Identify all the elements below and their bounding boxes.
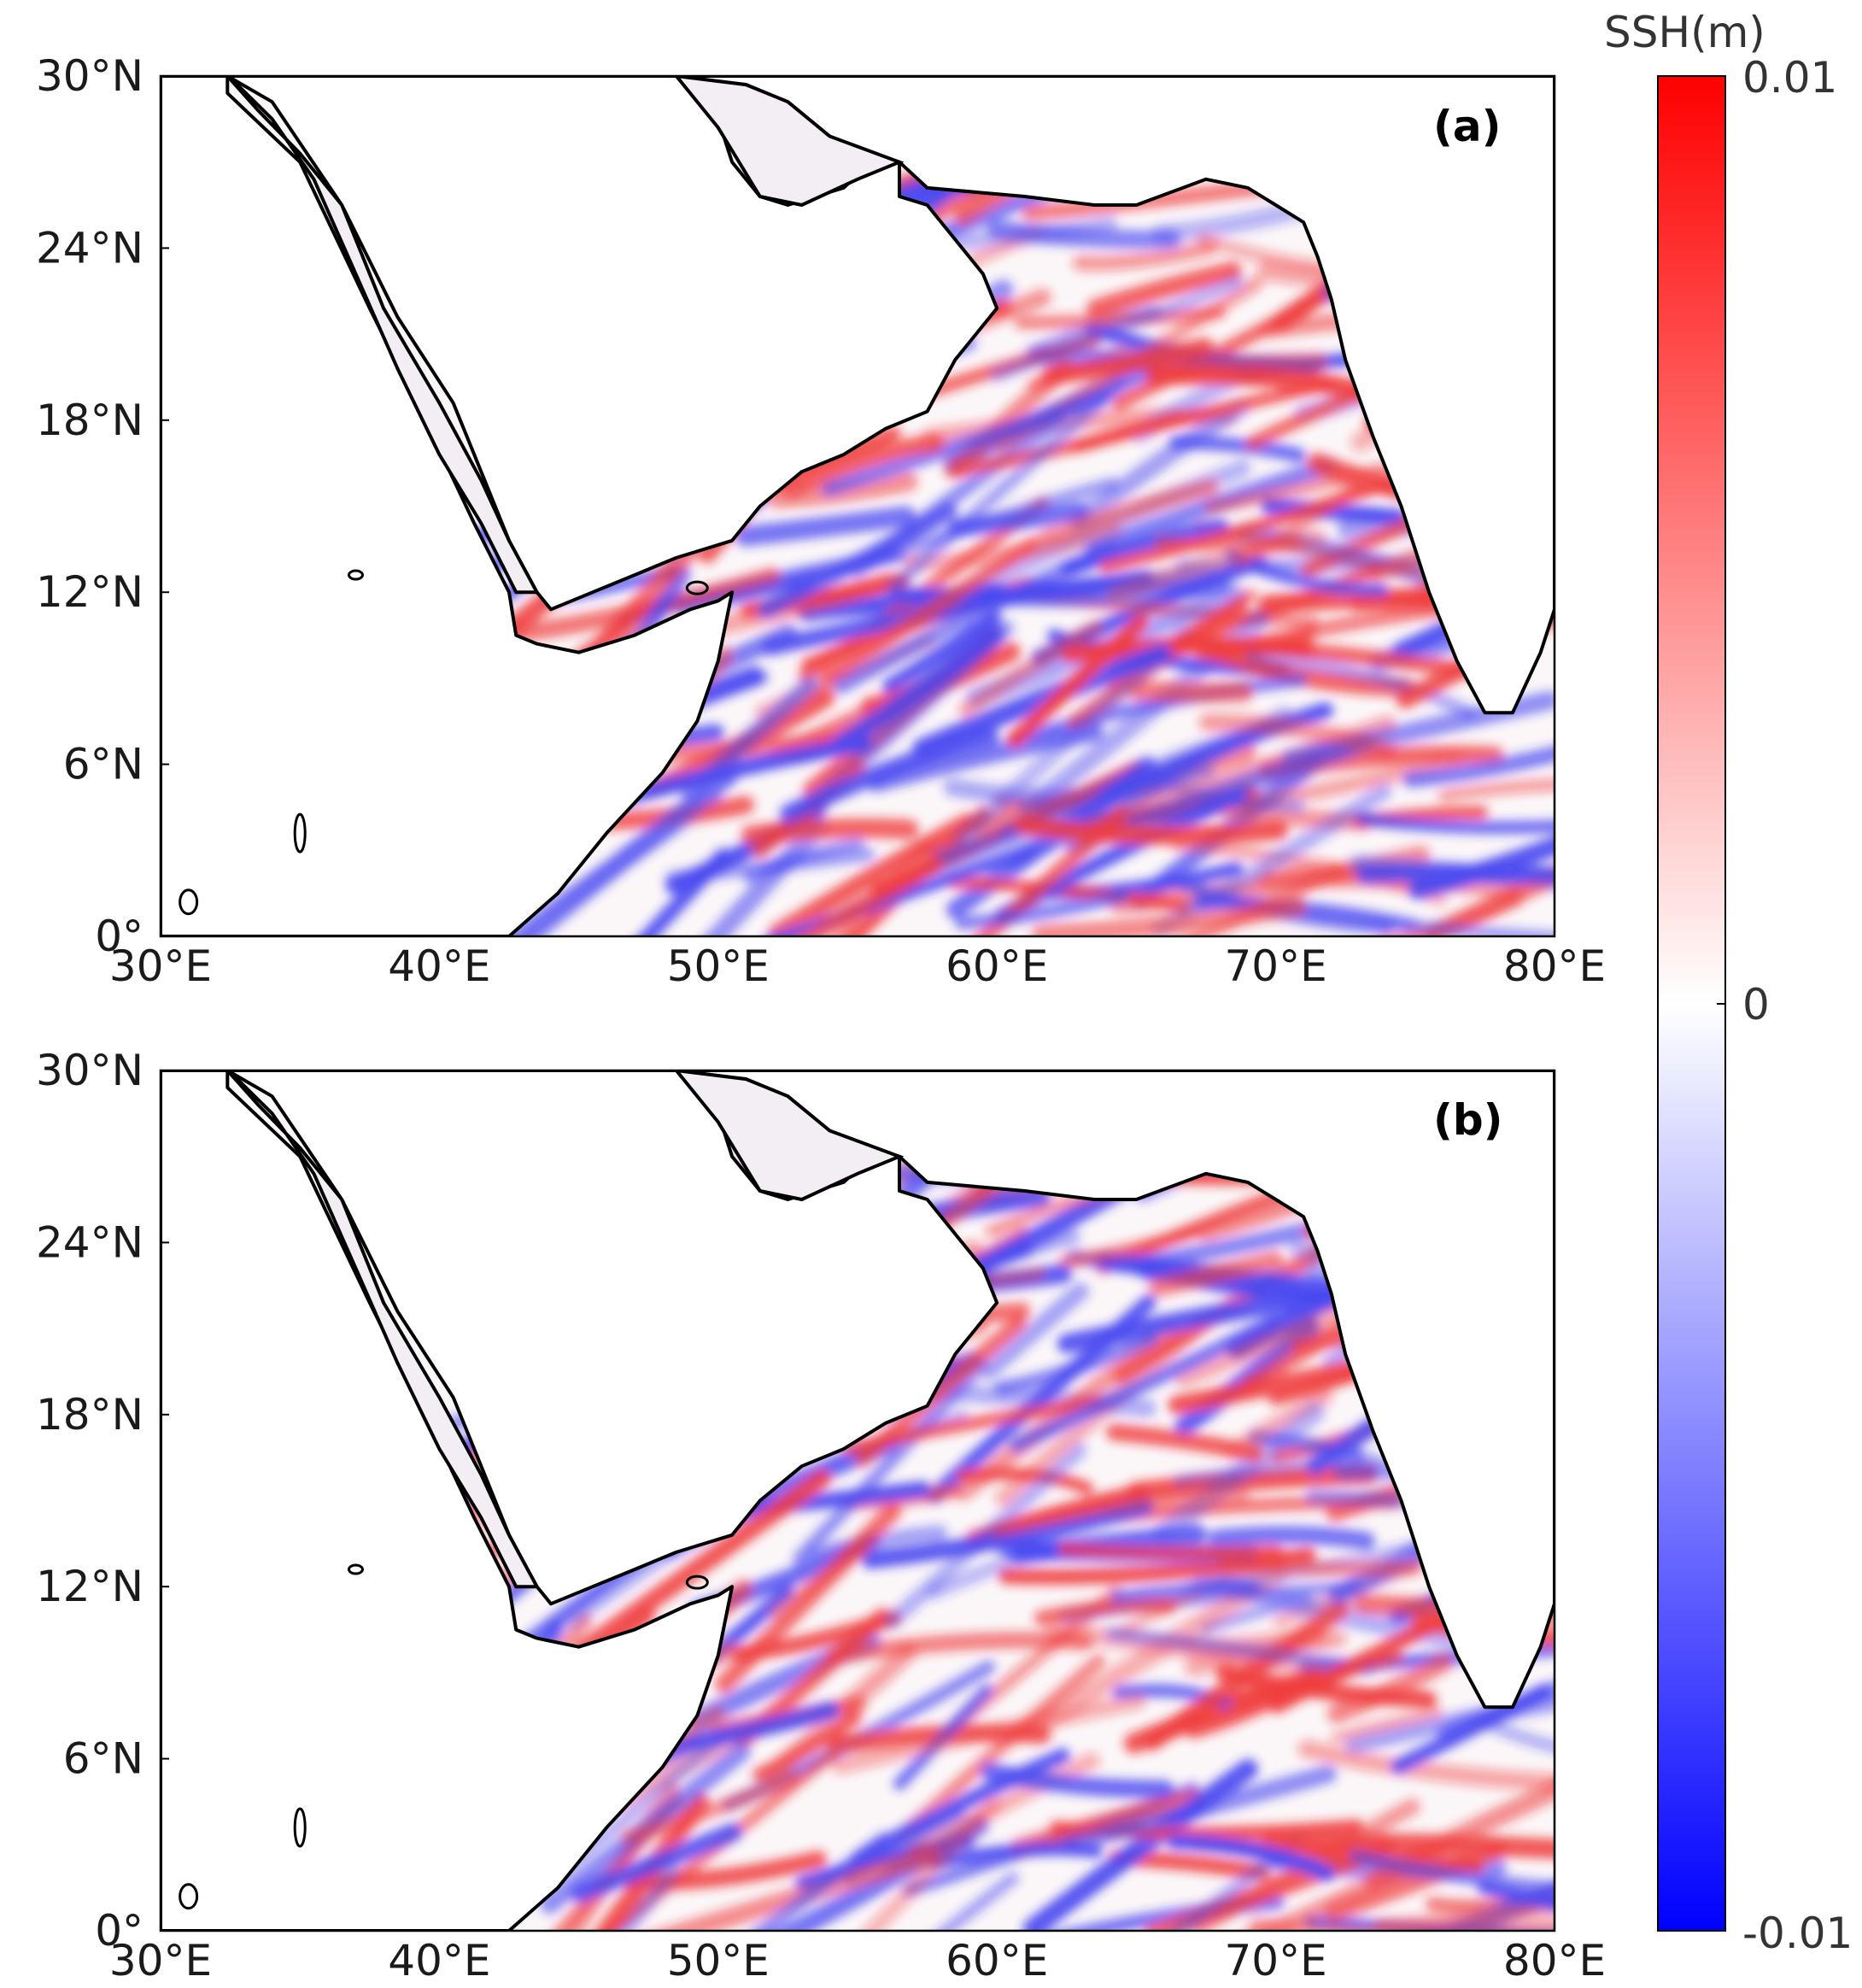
lon-tick-label: 80°E <box>1503 1936 1606 1985</box>
island <box>179 1883 199 1910</box>
panel-a-frame <box>159 74 1556 938</box>
panel-b-lat-ticks: 30°N 24°N 18°N 12°N 6°N 0° <box>36 1046 169 1956</box>
lat-tick-label: 12°N <box>36 1562 143 1611</box>
lon-tick-label: 60°E <box>946 1936 1048 1985</box>
sea-redsea <box>225 76 540 595</box>
lat-tick-label: 0° <box>95 912 143 961</box>
lat-tick-label: 18°N <box>36 396 143 445</box>
panel-b-frame <box>159 1069 1556 1932</box>
lat-tick-label: 0° <box>95 1906 143 1956</box>
sea-gulf <box>674 76 905 208</box>
panel-a-tag: (a) <box>1433 102 1501 151</box>
lat-tick-label: 18°N <box>36 1390 143 1440</box>
island <box>685 1575 709 1590</box>
lon-tick-label: 50°E <box>667 941 770 991</box>
lon-tick-label: 60°E <box>946 941 1048 991</box>
colorbar-ramp <box>1657 75 1726 1932</box>
lon-tick-label: 40°E <box>388 1936 490 1985</box>
lon-tick-label: 30°E <box>109 1936 212 1985</box>
lat-tick-label: 6°N <box>63 1734 143 1784</box>
colorbar-title: SSH(m) <box>1604 8 1765 57</box>
panel-a-lat-ticks: 30°N 24°N 18°N 12°N 6°N 0° <box>36 51 169 961</box>
lat-tick-label: 24°N <box>36 1217 143 1267</box>
colorbar-mid-label: 0 <box>1742 980 1770 1029</box>
lat-tick-label: 12°N <box>36 567 143 617</box>
sea-redsea <box>225 1070 540 1589</box>
lon-tick-label: 40°E <box>388 941 490 991</box>
lat-tick-label: 30°N <box>36 51 143 101</box>
panel-b-lon-ticks: 30°E 40°E 50°E 60°E 70°E 80°E <box>109 1936 1606 1985</box>
landmass-africa <box>161 76 735 936</box>
panel-b: (b) 30°N 24°N 18°N 12°N 6°N 0° 30°E 40°E 50°E 60… <box>36 1046 1606 1985</box>
panel-b-tag: (b) <box>1433 1095 1503 1145</box>
colorbar-min-label: -0.01 <box>1742 1909 1853 1958</box>
lon-tick-label: 70°E <box>1224 1936 1326 1985</box>
lon-tick-label: 70°E <box>1224 941 1326 991</box>
lat-tick-label: 24°N <box>36 223 143 273</box>
lat-tick-label: 6°N <box>63 740 143 789</box>
panel-a: (a) 30°N 24°N 18°N 12°N 6°N 0° 30°E 40°E 50°E 60… <box>36 51 1606 991</box>
panel-a-landmass <box>161 76 1555 936</box>
lon-tick-label: 30°E <box>109 941 212 991</box>
island <box>179 888 199 916</box>
lat-tick-label: 30°N <box>36 1046 143 1095</box>
island <box>347 569 364 581</box>
colorbar-max-label: 0.01 <box>1742 53 1837 103</box>
lon-tick-label: 50°E <box>667 1936 770 1985</box>
landmass-africa <box>161 1070 735 1931</box>
sea-gulf <box>674 1070 905 1202</box>
island <box>347 1563 364 1575</box>
panel-a-lon-ticks: 30°E 40°E 50°E 60°E 70°E 80°E <box>109 941 1606 991</box>
island <box>293 812 307 853</box>
island <box>293 1807 307 1848</box>
colorbar: SSH(m) 0.01 0 -0.01 <box>1604 8 1853 1958</box>
panel-b-landmass <box>161 1070 1555 1931</box>
island <box>685 580 709 595</box>
lon-tick-label: 80°E <box>1503 941 1606 991</box>
